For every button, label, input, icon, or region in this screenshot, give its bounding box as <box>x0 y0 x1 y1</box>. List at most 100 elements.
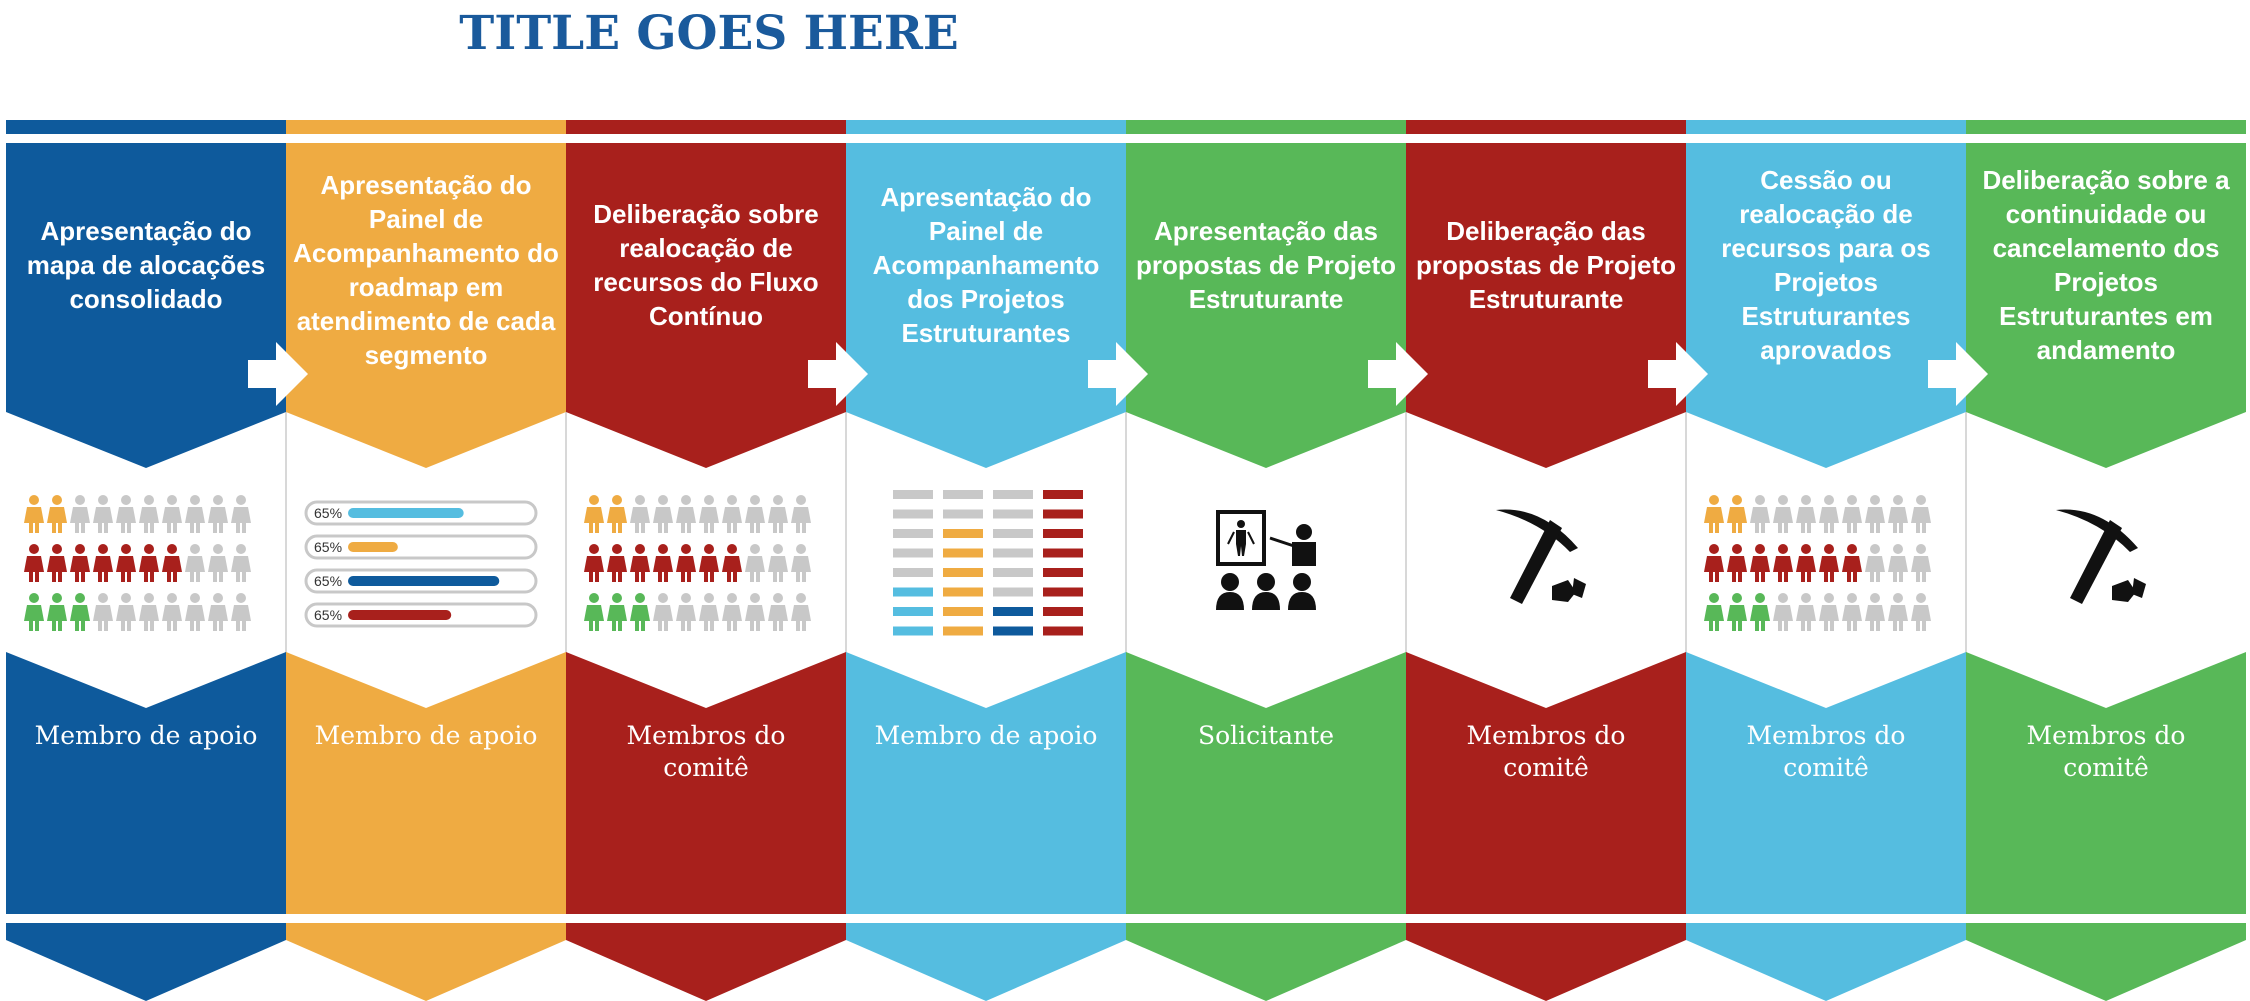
step-illustration <box>24 495 251 631</box>
person-icon <box>768 544 788 582</box>
step-banner <box>1966 120 2246 468</box>
person-icon <box>47 495 67 533</box>
step-role-text: Membro de apoio <box>34 721 258 750</box>
table-cell <box>893 509 933 519</box>
step-banner <box>6 120 286 468</box>
pickaxe-icon <box>2056 509 2146 604</box>
person-icon <box>1704 495 1724 533</box>
person-icon <box>24 495 44 533</box>
step-title: Cessão ou realocação de recursos para os… <box>1686 125 1966 405</box>
process-step-3 <box>566 120 846 1001</box>
person-icon <box>584 495 604 533</box>
table-cell <box>1043 490 1083 499</box>
step-text: Apresentação do Painel de Acompanhamento… <box>286 0 566 1001</box>
person-icon <box>1796 593 1816 631</box>
step-role: Membros do comitê <box>1966 720 2246 784</box>
person-icon <box>676 495 696 533</box>
person-icon <box>745 593 765 631</box>
step-footer <box>286 652 566 1001</box>
table-cell <box>893 607 933 616</box>
table-cell <box>1043 529 1083 538</box>
step-text: Cessão ou realocação de recursos para os… <box>1686 0 1966 1001</box>
step-title-text: Deliberação sobre realocação de recursos… <box>593 199 819 331</box>
step-title-text: Apresentação do mapa de alocações consol… <box>26 216 266 314</box>
table-cell <box>893 490 933 499</box>
step-banner <box>1686 120 1966 468</box>
step-title: Deliberação das propostas de Projeto Est… <box>1406 125 1686 405</box>
person-icon <box>699 593 719 631</box>
table-cell <box>893 529 933 538</box>
process-step-6 <box>1406 120 1686 1001</box>
person-icon <box>231 544 251 582</box>
person-icon <box>70 544 90 582</box>
table-cell <box>893 626 933 636</box>
flow-arrow-icon <box>808 342 868 406</box>
table-cell <box>993 529 1033 538</box>
process-step-2: 65% 65% 65% 65% <box>286 120 566 1001</box>
person-icon <box>70 495 90 533</box>
table-cell <box>943 490 983 499</box>
person-icon <box>676 593 696 631</box>
step-illustration <box>1216 510 1316 610</box>
person-icon <box>653 593 673 631</box>
person-icon <box>1796 495 1816 533</box>
process-step-5 <box>1126 120 1406 1001</box>
table-cell <box>1043 626 1083 636</box>
person-icon <box>791 544 811 582</box>
person-icon <box>208 593 228 631</box>
person-icon <box>93 544 113 582</box>
person-icon <box>208 544 228 582</box>
person-icon <box>93 495 113 533</box>
process-step-4 <box>846 120 1126 1001</box>
table-cell <box>943 529 983 538</box>
table-cell <box>943 607 983 616</box>
step-text: Deliberação sobre a continuidade ou canc… <box>1966 0 2246 1001</box>
person-icon <box>231 495 251 533</box>
flow-arrow-icon <box>248 342 308 406</box>
person-icon <box>1750 495 1770 533</box>
table-cell <box>943 626 983 636</box>
person-icon <box>162 495 182 533</box>
step-banner <box>846 120 1126 468</box>
step-role-text: Membro de apoio <box>314 721 538 750</box>
person-icon <box>676 544 696 582</box>
step-text: Apresentação do Painel de Acompanhamento… <box>846 0 1126 1001</box>
person-icon <box>139 495 159 533</box>
person-icon <box>607 593 627 631</box>
step-role: Membro de apoio <box>286 720 566 752</box>
person-icon <box>116 544 136 582</box>
person-icon <box>1819 544 1839 582</box>
table-cell <box>1043 587 1083 597</box>
person-icon <box>1704 593 1724 631</box>
step-title: Apresentação das propostas de Projeto Es… <box>1126 125 1406 405</box>
step-illustration: 65% 65% 65% 65% <box>304 500 538 628</box>
step-text: Deliberação sobre realocação de recursos… <box>566 0 846 1001</box>
page-title: TITLE GOES HERE <box>459 6 959 61</box>
top-rail <box>6 134 2246 143</box>
person-icon <box>1842 495 1862 533</box>
progress-bar: 65% <box>304 602 538 628</box>
person-icon <box>93 593 113 631</box>
person-icon <box>1773 593 1793 631</box>
step-footer <box>1966 652 2246 1001</box>
person-icon <box>162 593 182 631</box>
person-icon <box>607 544 627 582</box>
step-role: Membros do comitê <box>1406 720 1686 784</box>
person-icon <box>1888 544 1908 582</box>
table-cell <box>993 548 1033 558</box>
person-icon <box>1727 544 1747 582</box>
table-cell <box>993 607 1033 616</box>
step-title-text: Deliberação das propostas de Projeto Est… <box>1415 216 1677 314</box>
person-icon <box>768 495 788 533</box>
person-icon <box>699 495 719 533</box>
step-banner <box>286 120 566 468</box>
step-role-text: Membros do comitê <box>626 721 786 782</box>
step-footer <box>846 652 1126 1001</box>
progress-label: 65% <box>314 505 342 521</box>
person-icon <box>1842 544 1862 582</box>
process-step-8 <box>1966 120 2246 1001</box>
table-cell <box>943 568 983 577</box>
person-icon <box>1773 495 1793 533</box>
step-title-text: Cessão ou realocação de recursos para os… <box>1721 165 1931 365</box>
